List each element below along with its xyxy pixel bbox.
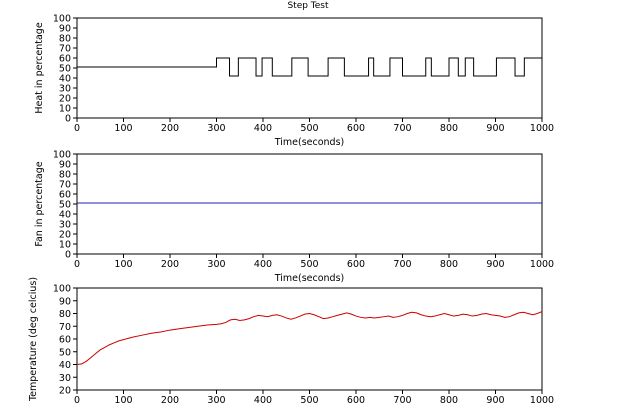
fan-y-tick-label: 10 bbox=[59, 240, 71, 251]
heat-y-tick-label: 30 bbox=[59, 84, 71, 95]
fan-y-tick-label: 20 bbox=[59, 230, 71, 241]
heat-x-axis-label: Time(seconds) bbox=[274, 137, 345, 148]
fan-x-tick-label: 1000 bbox=[530, 259, 554, 270]
temperature-x-tick-label: 700 bbox=[393, 395, 411, 405]
fan-y-tick-label: 40 bbox=[59, 210, 71, 221]
fan-y-tick-label: 90 bbox=[59, 160, 71, 171]
fan-x-ticks: 0 100 200 300 400 500 600 700 800 900 1000 bbox=[74, 254, 554, 270]
heat-x-tick-label: 200 bbox=[161, 123, 179, 134]
fan-x-tick-label: 100 bbox=[114, 259, 132, 270]
temperature-y-tick-label: 20 bbox=[59, 386, 71, 397]
heat-x-tick-label: 1000 bbox=[530, 123, 554, 134]
heat-y-tick-label: 60 bbox=[59, 54, 71, 65]
temperature-x-tick-label: 500 bbox=[300, 395, 318, 405]
temperature-y-tick-label: 40 bbox=[59, 360, 71, 371]
heat-y-tick-label: 10 bbox=[59, 104, 71, 115]
fan-y-tick-label: 80 bbox=[59, 170, 71, 181]
heat-x-ticks: 0 100 200 300 400 500 600 700 800 900 1000 bbox=[74, 118, 554, 134]
temperature-x-tick-label: 800 bbox=[440, 395, 458, 405]
fan-y-tick-label: 50 bbox=[59, 200, 71, 211]
temperature-y-tick-label: 30 bbox=[59, 373, 71, 384]
temperature-x-tick-label: 300 bbox=[207, 395, 225, 405]
temperature-y-tick-label: 100 bbox=[53, 284, 71, 295]
heat-y-tick-label: 0 bbox=[65, 114, 71, 125]
heat-x-tick-label: 100 bbox=[114, 123, 132, 134]
heat-x-tick-label: 900 bbox=[486, 123, 504, 134]
heat-x-tick-label: 800 bbox=[440, 123, 458, 134]
heat-y-tick-label: 90 bbox=[59, 24, 71, 35]
heat-y-tick-label: 40 bbox=[59, 74, 71, 85]
heat-y-tick-label: 50 bbox=[59, 64, 71, 75]
fan-x-tick-label: 700 bbox=[393, 259, 411, 270]
fan-x-tick-label: 500 bbox=[300, 259, 318, 270]
temperature-x-tick-label: 1000 bbox=[530, 395, 554, 405]
fan-y-tick-label: 70 bbox=[59, 180, 71, 191]
temperature-y-tick-label: 60 bbox=[59, 335, 71, 346]
temperature-x-tick-label: 100 bbox=[114, 395, 132, 405]
heat-x-tick-label: 700 bbox=[393, 123, 411, 134]
temperature-x-tick-label: 600 bbox=[347, 395, 365, 405]
temperature-series-line bbox=[76, 311, 543, 365]
temperature-y-tick-label: 80 bbox=[59, 309, 71, 320]
heat-y-tick-label: 100 bbox=[53, 14, 71, 25]
temperature-y-tick-label: 70 bbox=[59, 322, 71, 333]
temperature-x-tick-label: 0 bbox=[74, 395, 80, 405]
fan-x-tick-label: 600 bbox=[347, 259, 365, 270]
temperature-y-tick-label: 90 bbox=[59, 296, 71, 307]
fan-x-tick-label: 400 bbox=[254, 259, 272, 270]
heat-x-tick-label: 600 bbox=[347, 123, 365, 134]
fan-x-tick-label: 0 bbox=[74, 259, 80, 270]
heat-x-tick-label: 0 bbox=[74, 123, 80, 134]
fan-y-tick-label: 0 bbox=[65, 250, 71, 261]
heat-series-line bbox=[77, 57, 542, 77]
temperature-x-ticks: 0 100 200 300 400 500 600 700 800 900 1000 bbox=[74, 390, 554, 405]
heat-y-tick-label: 70 bbox=[59, 44, 71, 55]
temperature-y-tick-label: 50 bbox=[59, 347, 71, 358]
heat-x-tick-label: 300 bbox=[207, 123, 225, 134]
fan-x-tick-label: 800 bbox=[440, 259, 458, 270]
fan-x-tick-label: 300 bbox=[207, 259, 225, 270]
heat-x-tick-label: 500 bbox=[300, 123, 318, 134]
heat-y-tick-label: 20 bbox=[59, 94, 71, 105]
fan-y-tick-label: 60 bbox=[59, 190, 71, 201]
heat-y-axis-label: Heat in percentage bbox=[34, 22, 45, 113]
fan-y-tick-label: 30 bbox=[59, 220, 71, 231]
temperature-y-axis-label: Temperature (deg celcius) bbox=[28, 277, 39, 402]
heat-y-tick-label: 80 bbox=[59, 34, 71, 45]
fan-x-tick-label: 200 bbox=[161, 259, 179, 270]
temperature-x-tick-label: 200 bbox=[161, 395, 179, 405]
chart-title: Step Test bbox=[287, 1, 329, 11]
heat-x-tick-label: 400 bbox=[254, 123, 272, 134]
temperature-x-tick-label: 900 bbox=[486, 395, 504, 405]
fan-y-axis-label: Fan in percentage bbox=[34, 161, 45, 246]
fan-y-tick-label: 100 bbox=[53, 150, 71, 161]
temperature-x-tick-label: 400 bbox=[254, 395, 272, 405]
fan-x-axis-label: Time(seconds) bbox=[274, 273, 345, 284]
fan-x-tick-label: 900 bbox=[486, 259, 504, 270]
